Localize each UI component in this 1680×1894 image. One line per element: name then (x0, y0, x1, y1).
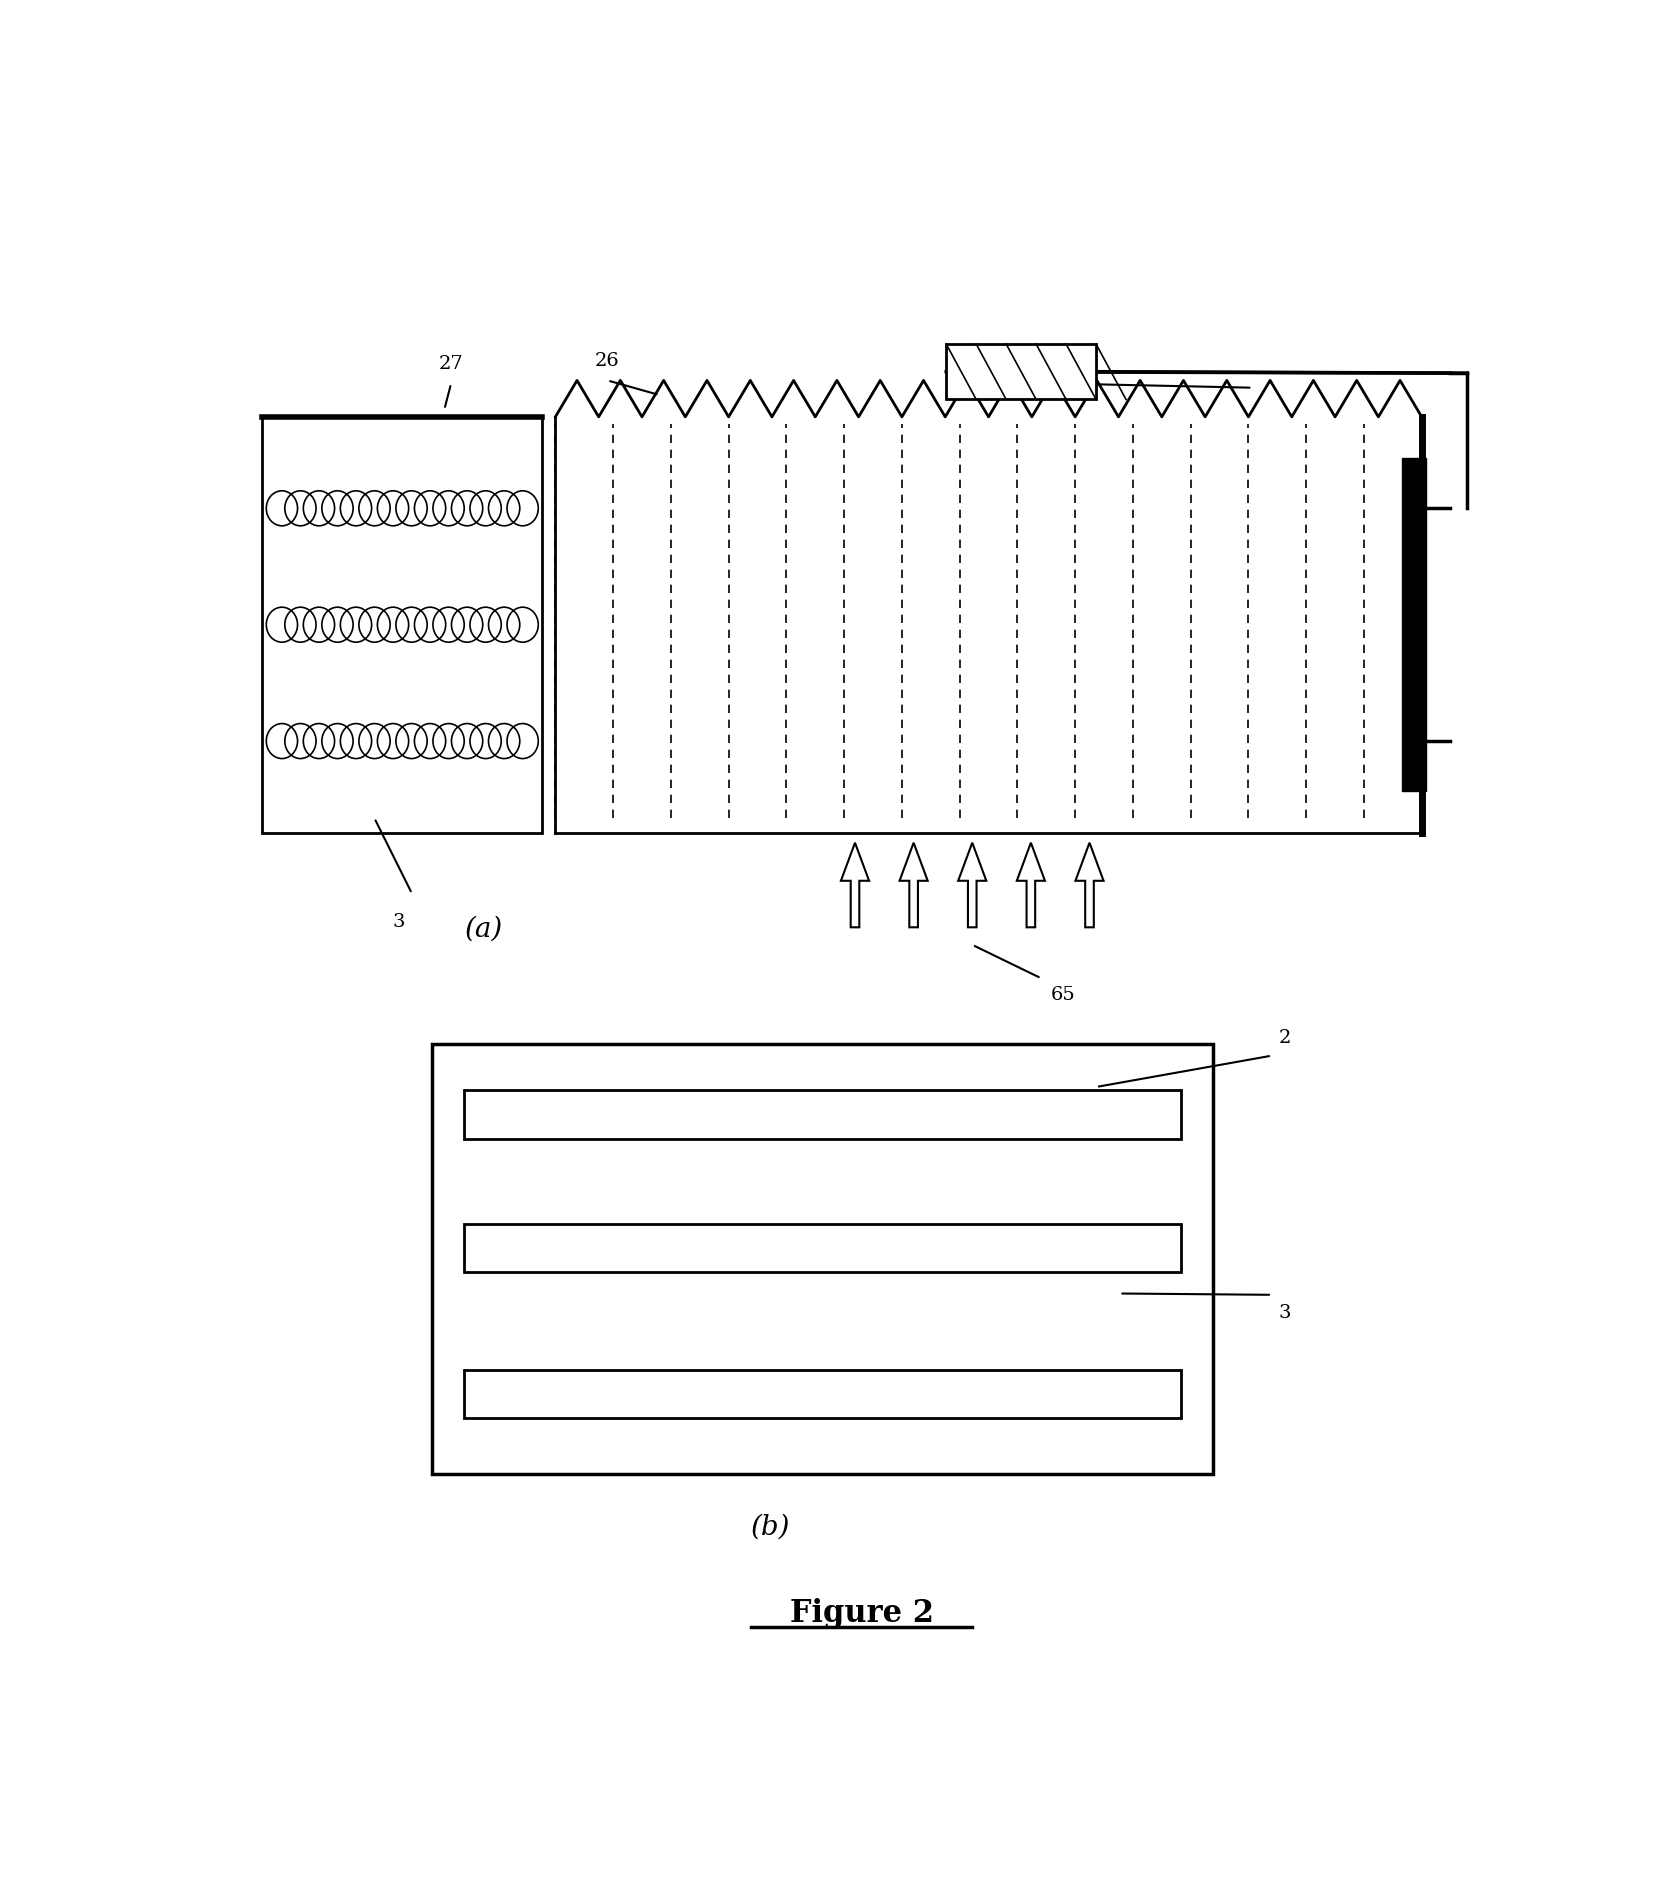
Text: (b): (b) (751, 1513, 790, 1540)
Bar (1401, 458, 1425, 792)
Text: 27: 27 (438, 354, 464, 373)
Text: 28: 28 (1042, 354, 1067, 373)
Text: 2: 2 (1277, 1028, 1290, 1047)
Text: Figure 2: Figure 2 (790, 1599, 932, 1629)
Text: 3: 3 (393, 913, 405, 930)
Bar (464, 1091, 1179, 1138)
Text: (a): (a) (464, 915, 502, 943)
Bar (464, 1224, 1179, 1273)
Bar (946, 345, 1095, 400)
Text: 3: 3 (1277, 1303, 1290, 1322)
Bar (432, 1044, 1213, 1474)
Bar (464, 1369, 1179, 1419)
Bar (262, 417, 543, 833)
Text: 26: 26 (595, 352, 620, 369)
Text: 65: 65 (1050, 985, 1075, 1004)
